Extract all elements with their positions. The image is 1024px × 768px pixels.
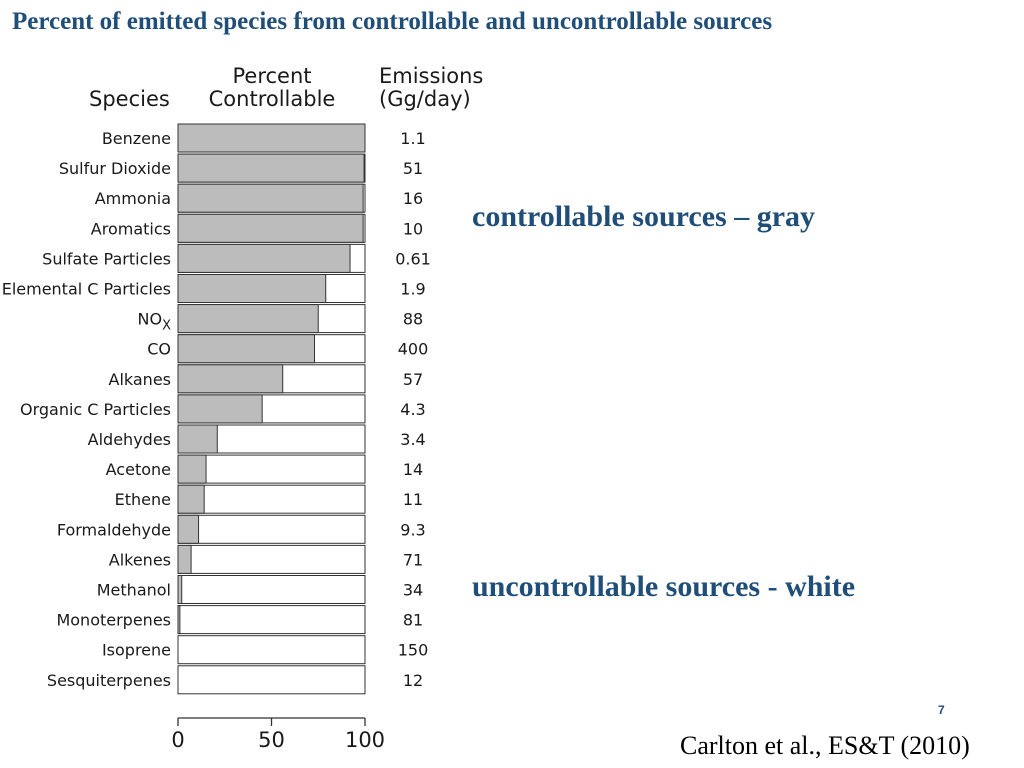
emissions-value: 11 [403,490,423,509]
species-label: CO [147,340,171,359]
emissions-value: 12 [403,671,423,690]
uncontrollable-bar [177,665,366,695]
x-tick-label: 50 [258,728,285,752]
emissions-value: 88 [403,310,423,329]
controllable-bar [177,243,351,273]
controllable-bar [177,605,181,635]
controllable-bar [177,454,207,484]
emissions-value: 400 [398,340,429,359]
percent-header-line1: Percent [232,64,311,88]
controllable-bar [177,153,365,183]
emissions-value: 1.1 [400,129,425,148]
controllable-bar [177,304,319,334]
emissions-value: 71 [403,550,423,569]
emissions-value: 4.3 [400,400,425,419]
uncontrollable-bar [177,484,366,514]
emissions-value: 57 [403,370,423,389]
emissions-value: 34 [403,581,423,600]
species-label: Benzene [102,129,171,148]
controllable-bar [177,424,218,454]
species-label: Ethene [115,490,171,509]
species-label: Aldehydes [88,430,171,449]
emissions-value: 51 [403,159,423,178]
controllable-bar [177,274,327,303]
controllable-bar [177,213,364,243]
species-label: Sulfur Dioxide [59,159,171,178]
emissions-value: 14 [403,460,423,479]
controllable-bar [177,183,364,213]
controllable-bar [177,394,263,424]
species-label: Aromatics [91,219,171,238]
uncontrollable-bar [177,514,366,544]
controllable-bar [177,514,200,544]
emissions-header-line1: Emissions [379,64,483,88]
species-header: Species [89,87,170,111]
controllable-bar [177,123,366,153]
uncontrollable-bar [177,575,366,604]
emissions-value: 0.61 [395,249,431,268]
emissions-value: 1.9 [400,280,425,299]
species-label: Formaldehyde [57,520,171,539]
emissions-value: 16 [403,189,423,208]
species-label: Alkenes [109,550,171,569]
species-label: Sesquiterpenes [47,671,171,690]
controllable-bar [177,484,205,514]
species-label: Elemental C Particles [2,280,171,299]
x-tick-label: 100 [345,728,385,752]
species-label: Alkanes [109,370,172,389]
emissions-value: 10 [403,219,423,238]
controllable-bar [177,334,316,364]
uncontrollable-bar [177,605,366,635]
controllable-bar [177,575,183,604]
uncontrollable-bar [177,454,366,484]
species-label: Ammonia [95,189,171,208]
species-label: Acetone [106,460,171,479]
emissions-value: 9.3 [400,520,425,539]
controllable-legend-note: controllable sources – gray [472,200,816,233]
slide-title: Percent of emitted species from controll… [12,8,773,35]
page-number: 7 [938,703,945,717]
uncontrollable-bar [177,635,366,665]
controllability-bar-chart: Species Percent Controllable Emissions (… [2,64,484,752]
species-label: Methanol [97,581,171,600]
species-label: Organic C Particles [20,400,171,419]
uncontrollable-bar [177,544,366,574]
controllable-bar [177,364,284,394]
species-label: Sulfate Particles [42,249,171,268]
emissions-header-line2: (Gg/day) [379,87,471,111]
controllable-bar [177,544,192,574]
emissions-value: 150 [398,641,429,660]
x-tick-label: 0 [171,728,184,752]
species-label: Monoterpenes [56,611,171,630]
uncontrollable-legend-note: uncontrollable sources - white [472,570,856,603]
emissions-value: 81 [403,611,423,630]
species-label: NOX [138,310,172,334]
citation: Carlton et al., ES&T (2010) [680,731,970,760]
percent-header-line2: Controllable [209,87,336,111]
emissions-value: 3.4 [400,430,425,449]
species-label: Isoprene [102,641,171,660]
